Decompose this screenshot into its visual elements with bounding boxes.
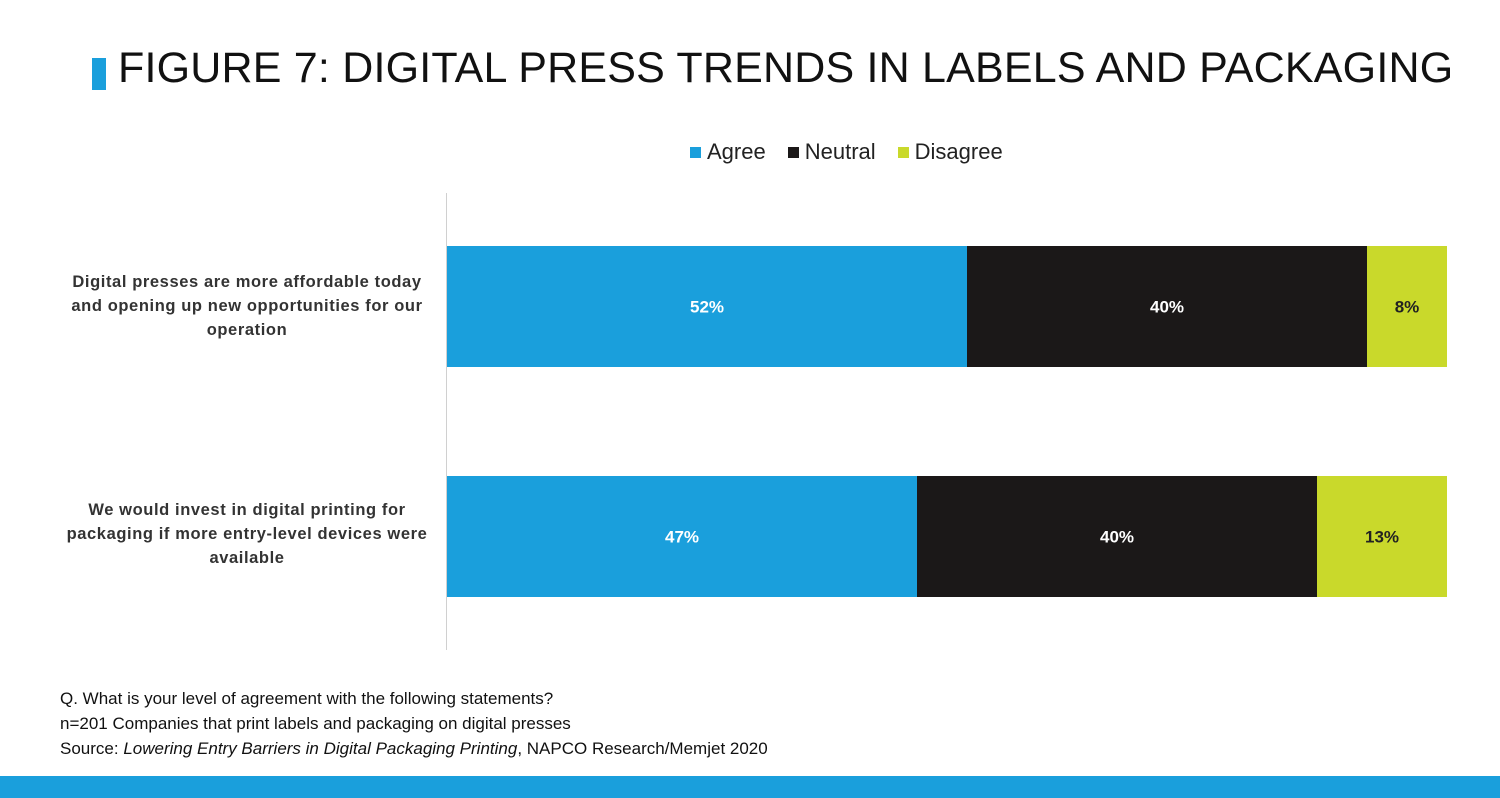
data-label-neutral-2: 40% — [1100, 528, 1134, 547]
data-label-disagree-1: 8% — [1395, 298, 1420, 317]
title-marker — [92, 58, 106, 90]
data-label-agree-1: 52% — [690, 298, 724, 317]
data-label-neutral-1: 40% — [1150, 298, 1184, 317]
sample-note: n=201 Companies that print labels and pa… — [60, 714, 571, 733]
legend-item-agree: Agree — [690, 139, 766, 165]
source-note: Source: Lowering Entry Barriers in Digit… — [60, 739, 768, 759]
legend-item-disagree: Disagree — [897, 139, 1003, 165]
source-prefix: Source: — [60, 739, 124, 758]
bar-disagree-1 — [1367, 246, 1447, 367]
question-note: Q. What is your level of agreement with … — [60, 689, 554, 708]
legend-label-agree: Agree — [707, 139, 766, 164]
bar-neutral-1 — [967, 246, 1367, 367]
legend-swatch-disagree — [897, 146, 909, 158]
source-title: Lowering Entry Barriers in Digital Packa… — [123, 739, 518, 758]
legend-label-neutral: Neutral — [804, 139, 876, 164]
category-axis-line — [446, 193, 447, 650]
legend-swatch-agree — [690, 146, 701, 158]
category-label-2: We would invest in digital printing for … — [66, 501, 428, 567]
bar-neutral-2 — [917, 476, 1317, 597]
data-label-agree-2: 47% — [665, 528, 699, 547]
bottom-accent-bar — [0, 776, 1500, 798]
legend-item-neutral: Neutral — [787, 139, 876, 165]
category-label-1: Digital presses are more affordable toda… — [71, 273, 423, 339]
legend-label-disagree: Disagree — [914, 139, 1003, 164]
bar-agree-1 — [447, 246, 967, 367]
chart-legend: Agree Neutral Disagree — [690, 139, 1003, 165]
data-label-disagree-2: 13% — [1365, 528, 1399, 547]
bar-disagree-2 — [1317, 476, 1447, 597]
bar-agree-2 — [447, 476, 917, 597]
page-title: FIGURE 7: DIGITAL PRESS TRENDS IN LABELS… — [118, 44, 1454, 92]
source-suffix: , NAPCO Research/Memjet 2020 — [517, 739, 768, 758]
legend-swatch-neutral — [787, 146, 799, 158]
